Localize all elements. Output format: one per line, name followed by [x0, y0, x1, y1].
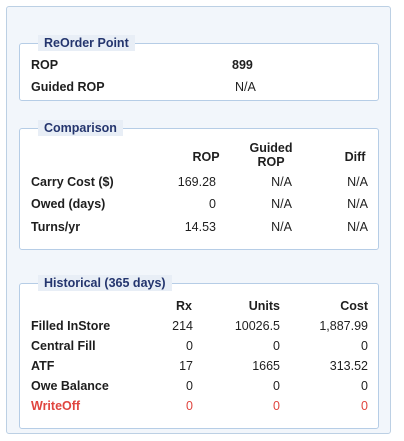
comparison-diff-cell: N/A [347, 197, 368, 211]
comparison-title: Comparison [38, 120, 123, 136]
comparison-diff-cell: N/A [347, 220, 368, 234]
historical-row-label: Central Fill [31, 339, 96, 353]
historical-group: Historical (365 days) Rx Units Cost Fill… [19, 275, 379, 429]
historical-cost-cell: 0 [361, 379, 368, 393]
comparison-row-label: Owed (days) [31, 197, 106, 211]
comparison-rop-cell: 169.28 [177, 175, 216, 189]
reorder-point-title: ReOrder Point [38, 35, 135, 51]
table-row: Central Fill 0 0 0 [20, 336, 378, 356]
rop-label: ROP [31, 58, 59, 72]
historical-units-cell: 0 [273, 399, 280, 413]
table-row: Owed (days) 0 N/A N/A [20, 194, 378, 214]
historical-cost-cell: 0 [361, 339, 368, 353]
table-row: ATF 17 1665 313.52 [20, 356, 378, 376]
historical-row-label: WriteOff [31, 399, 81, 413]
comparison-group: Comparison ROP Guided ROP Diff Carry Cos… [19, 120, 379, 250]
comparison-header-diff: Diff [344, 150, 366, 164]
comparison-header-guided-line1: Guided [249, 141, 293, 155]
historical-units-cell: 10026.5 [234, 319, 280, 333]
reorder-point-group: ReOrder Point ROP 899 Guided ROP N/A [19, 35, 379, 101]
historical-header-cost: Cost [340, 299, 368, 313]
guided-rop-row: Guided ROP N/A [20, 77, 378, 97]
comparison-guided-cell: N/A [271, 220, 292, 234]
historical-header-units: Units [248, 299, 280, 313]
guided-rop-value: N/A [235, 80, 256, 94]
historical-rx-cell: 0 [186, 379, 193, 393]
comparison-row-label: Carry Cost ($) [31, 175, 114, 189]
historical-header-row: Rx Units Cost [20, 296, 378, 316]
rop-value: 899 [232, 58, 253, 72]
guided-rop-label: Guided ROP [31, 80, 105, 94]
table-row-writeoff: WriteOff 0 0 0 [20, 396, 378, 416]
comparison-diff-cell: N/A [347, 175, 368, 189]
comparison-rop-cell: 14.53 [184, 220, 216, 234]
comparison-header-row: ROP Guided ROP Diff [20, 141, 378, 171]
historical-row-label: Filled InStore [31, 319, 111, 333]
historical-rx-cell: 0 [186, 339, 193, 353]
historical-header-rx: Rx [176, 299, 192, 313]
historical-row-label: ATF [31, 359, 55, 373]
historical-rx-cell: 0 [186, 399, 193, 413]
table-row: Owe Balance 0 0 0 [20, 376, 378, 396]
historical-cost-cell: 0 [361, 399, 368, 413]
comparison-guided-cell: N/A [271, 175, 292, 189]
historical-rx-cell: 214 [172, 319, 193, 333]
table-row: Filled InStore 214 10026.5 1,887.99 [20, 316, 378, 336]
historical-cost-cell: 313.52 [329, 359, 368, 373]
rop-row: ROP 899 [20, 55, 378, 75]
historical-row-label: Owe Balance [31, 379, 109, 393]
rop-details-panel: ReOrder Point ROP 899 Guided ROP N/A Com… [6, 6, 391, 434]
historical-rx-cell: 17 [179, 359, 193, 373]
comparison-header-guided-line2: ROP [257, 155, 285, 169]
historical-units-cell: 0 [273, 339, 280, 353]
comparison-header-rop: ROP [192, 150, 220, 164]
historical-cost-cell: 1,887.99 [319, 319, 368, 333]
table-row: Turns/yr 14.53 N/A N/A [20, 217, 378, 237]
comparison-rop-cell: 0 [209, 197, 216, 211]
comparison-guided-cell: N/A [271, 197, 292, 211]
comparison-row-label: Turns/yr [31, 220, 81, 234]
historical-units-cell: 1665 [252, 359, 280, 373]
table-row: Carry Cost ($) 169.28 N/A N/A [20, 172, 378, 192]
historical-title: Historical (365 days) [38, 275, 172, 291]
historical-units-cell: 0 [273, 379, 280, 393]
